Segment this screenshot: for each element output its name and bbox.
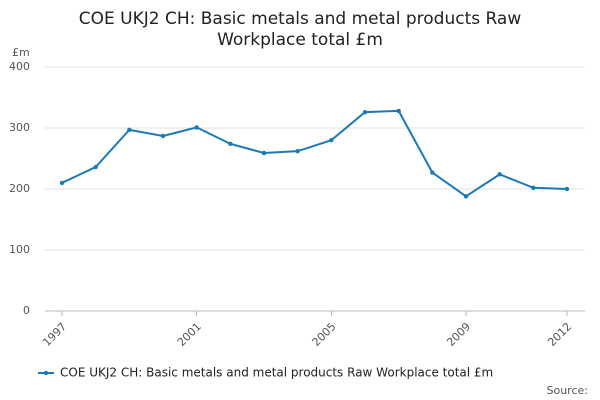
point (261, 150, 267, 156)
point (497, 172, 502, 177)
point (362, 109, 368, 115)
x-tick-label: 2012 (545, 320, 574, 349)
legend-swatch (43, 370, 49, 376)
point (564, 186, 570, 192)
y-tick-label: 100 (9, 243, 30, 256)
legend-label: COE UKJ2 CH: Basic metals and metal prod… (60, 366, 493, 380)
y-tick-label: 400 (9, 60, 30, 73)
point (463, 194, 469, 199)
x-tick-label: 2001 (175, 320, 204, 349)
point (160, 133, 166, 139)
y-tick-label: 300 (9, 121, 30, 134)
y-tick-label: 0 (23, 304, 30, 317)
source: Source: (547, 384, 589, 397)
chart-title: Workplace total £m (217, 30, 383, 50)
point (295, 148, 300, 154)
y-axis-label: £m (12, 46, 30, 59)
point (329, 138, 334, 143)
y-tick-label: 200 (9, 182, 30, 195)
point (228, 141, 233, 147)
point (194, 125, 199, 130)
point (127, 127, 132, 133)
x-tick-label: 2009 (444, 320, 473, 349)
x-tick-label: 1997 (40, 320, 69, 349)
chart-title: COE UKJ2 CH: Basic metals and metal prod… (79, 9, 522, 29)
line (61, 109, 568, 198)
point (93, 164, 98, 170)
point (59, 180, 65, 186)
point (396, 108, 401, 114)
x-tick-label: 2005 (310, 320, 339, 349)
point (531, 185, 536, 190)
point (430, 170, 435, 175)
